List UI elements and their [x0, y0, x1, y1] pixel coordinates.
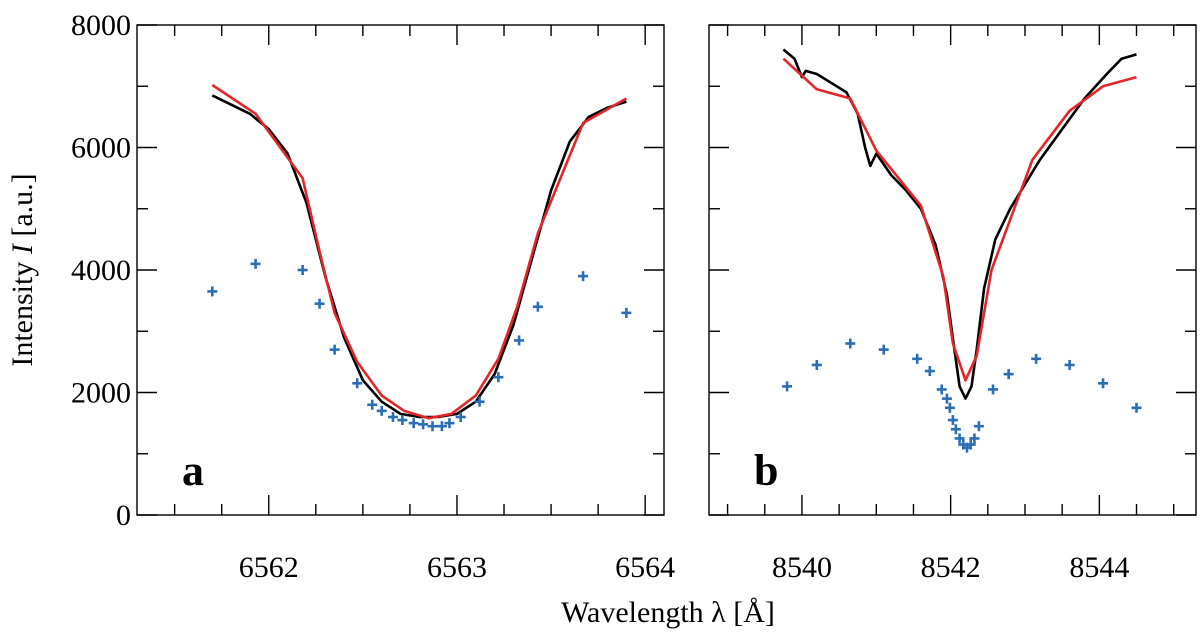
sample-point-marker — [1003, 369, 1014, 380]
x-tick-label: 8542 — [921, 551, 981, 584]
panel-label: b — [754, 446, 778, 495]
sample-point-marker — [1031, 353, 1042, 364]
sample-point-marker — [436, 421, 447, 432]
sample-point-marker — [207, 286, 218, 297]
sample-point-marker — [912, 353, 923, 364]
sample-point-marker — [936, 384, 947, 395]
sample-point-marker — [924, 366, 935, 377]
sample-point-marker — [352, 378, 363, 389]
y-axis-title-suffix: [a.u.] — [6, 173, 39, 244]
x-tick-label: 6564 — [615, 551, 675, 584]
sample-point-marker — [387, 412, 398, 422]
plot-frame — [708, 24, 1197, 516]
sample-point-marker — [474, 396, 485, 407]
sample-point-marker — [427, 421, 438, 432]
sample-point-marker — [621, 307, 632, 318]
sample-point-marker — [376, 405, 387, 416]
sample-point-marker — [782, 381, 793, 392]
sample-point-marker — [988, 384, 999, 395]
observed-profile-line — [211, 94, 627, 419]
x-tick-label: 6563 — [427, 551, 487, 584]
x-tick-label: 8544 — [1069, 551, 1129, 584]
sample-point-marker — [455, 412, 466, 422]
x-tick-label: 8540 — [772, 551, 832, 584]
panel-b: 8540 8542 8544 b — [708, 24, 1197, 584]
sample-point-marker — [314, 298, 325, 309]
sample-point-marker — [969, 433, 980, 444]
y-tick-label: 2000 — [71, 377, 131, 410]
sample-point-marker — [954, 433, 965, 444]
sample-point-marker — [811, 359, 822, 370]
sample-point-marker — [973, 421, 984, 432]
y-axis-title-symbol: I — [6, 242, 39, 255]
x-axis-title: Wavelength λ [Å] — [561, 596, 775, 629]
sample-point-marker — [947, 415, 958, 426]
sample-point-marker — [418, 419, 429, 430]
y-axis-title: Intensity I [a.u.] — [6, 173, 39, 366]
sample-point-marker — [845, 338, 856, 349]
sample-point-marker — [367, 399, 378, 410]
sample-point-marker — [941, 393, 952, 404]
y-tick-label: 6000 — [71, 132, 131, 165]
sample-point-marker — [1064, 359, 1075, 370]
sample-point-marker — [1131, 402, 1142, 413]
sample-point-marker — [514, 335, 525, 346]
y-tick-label: 4000 — [71, 254, 131, 287]
sample-point-marker — [444, 418, 455, 429]
sample-point-marker — [578, 271, 589, 282]
y-tick-label: 8000 — [71, 9, 131, 42]
sample-point-marker — [493, 372, 504, 383]
panel-label: a — [182, 446, 204, 495]
y-axis-title-prefix: Intensity — [6, 254, 39, 367]
sample-point-marker — [965, 439, 976, 450]
sample-point-marker — [944, 402, 955, 413]
sample-point-marker — [250, 258, 261, 269]
model-fit-line — [782, 57, 1137, 382]
sample-point-marker — [1098, 378, 1109, 389]
sample-point-marker — [950, 424, 961, 435]
model-fit-line — [211, 83, 628, 420]
y-tick-label: 0 — [116, 499, 131, 532]
sample-point-marker — [878, 344, 889, 355]
panel-a: 0 2000 4000 6000 8000 6562 6563 6564 a — [71, 9, 675, 584]
sample-point-marker — [532, 301, 543, 312]
sample-point-marker — [408, 418, 419, 429]
sample-point-marker — [397, 415, 408, 426]
sample-point-marker — [297, 265, 308, 275]
x-tick-label: 6562 — [239, 551, 299, 584]
sample-point-marker — [329, 344, 340, 355]
